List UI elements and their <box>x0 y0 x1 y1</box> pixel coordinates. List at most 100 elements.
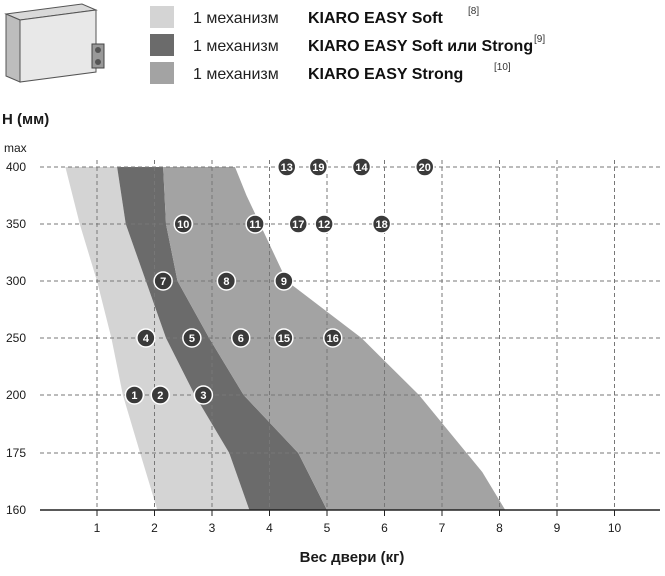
marker-circle <box>245 214 265 234</box>
marker-label: 4 <box>143 333 150 345</box>
area-region <box>65 167 250 510</box>
marker-20: 20 <box>415 157 435 177</box>
x-axis-title: Вес двери (кг) <box>300 549 405 566</box>
marker-circle <box>231 328 251 348</box>
x-tick-label: 1 <box>94 521 101 535</box>
marker-12: 12 <box>314 214 334 234</box>
marker-label: 6 <box>238 333 244 345</box>
marker-circle <box>124 385 145 405</box>
marker-label: 14 <box>355 162 368 174</box>
marker-19: 19 <box>308 157 329 177</box>
x-tick-label: 7 <box>439 521 446 535</box>
marker-10: 10 <box>173 214 193 234</box>
legend-brand: KIARO EASY Soft или Strong <box>308 38 533 55</box>
marker-11: 11 <box>245 214 265 234</box>
y-tick-labels: 160 175 200 250 300 350 400 <box>6 160 26 517</box>
y-tick-label: 300 <box>6 274 26 288</box>
marker-label: 15 <box>278 333 290 345</box>
y-axis-title: H (мм) <box>2 111 49 128</box>
legend-ref: [10] <box>494 62 511 73</box>
legend-brand: KIARO EASY Strong <box>308 66 463 83</box>
marker-18: 18 <box>371 214 392 234</box>
marker-label: 19 <box>312 162 324 174</box>
marker-6: 6 <box>231 328 251 348</box>
y-tick-label: 250 <box>6 331 26 345</box>
marker-3: 3 <box>193 385 214 405</box>
x-tick-label: 10 <box>608 521 622 535</box>
marker-9: 9 <box>274 271 294 291</box>
marker-label: 13 <box>281 162 293 174</box>
marker-label: 18 <box>376 219 388 231</box>
legend-swatch <box>150 34 174 56</box>
marker-17: 17 <box>288 214 308 234</box>
y-tick-label: 175 <box>6 446 26 460</box>
marker-label: 2 <box>157 390 163 402</box>
marker-13: 13 <box>277 157 297 177</box>
y-tick-label: 350 <box>6 217 26 231</box>
marker-4: 4 <box>136 328 156 348</box>
marker-circle <box>153 271 173 291</box>
marker-circle <box>274 271 294 291</box>
marker-label: 10 <box>177 219 189 231</box>
marker-label: 5 <box>189 333 195 345</box>
marker-16: 16 <box>323 328 343 348</box>
marker-label: 9 <box>281 276 287 288</box>
x-tick-label: 4 <box>266 521 273 535</box>
marker-circle <box>216 271 237 291</box>
area-region <box>117 167 327 510</box>
marker-circle <box>274 328 294 348</box>
x-tick-label: 8 <box>496 521 503 535</box>
legend-swatch <box>150 6 174 28</box>
y-max-label: max <box>4 141 27 155</box>
marker-circle <box>182 328 202 348</box>
marker-5: 5 <box>182 328 202 348</box>
marker-circle <box>288 214 308 234</box>
marker-label: 16 <box>327 333 339 345</box>
marker-label: 17 <box>292 219 304 231</box>
legend-label: 1 механизм <box>193 66 279 83</box>
marker-circle <box>314 214 334 234</box>
marker-circle <box>193 385 214 405</box>
marker-label: 20 <box>419 162 431 174</box>
marker-label: 7 <box>160 276 166 288</box>
legend-label: 1 механизм <box>193 38 279 55</box>
y-tick-label: 400 <box>6 160 26 174</box>
legend-swatch <box>150 62 174 84</box>
marker-label: 1 <box>131 390 137 402</box>
marker-circle <box>150 385 170 405</box>
marker-15: 15 <box>274 328 294 348</box>
y-tick-label: 160 <box>6 503 26 517</box>
marker-1: 1 <box>124 385 145 405</box>
marker-circle <box>308 157 329 177</box>
marker-8: 8 <box>216 271 237 291</box>
legend-ref: [9] <box>534 34 545 45</box>
marker-label: 3 <box>200 390 206 402</box>
legend-ref: [8] <box>468 6 479 17</box>
legend-brand: KIARO EASY Soft <box>308 10 444 27</box>
legend: 1 механизм KIARO EASY Soft [8] 1 механизм KI… <box>150 6 545 84</box>
marker-circle <box>351 157 372 177</box>
marker-label: 12 <box>318 219 330 231</box>
legend-label: 1 механизм <box>193 10 279 27</box>
marker-14: 14 <box>351 157 372 177</box>
x-tick-label: 3 <box>209 521 216 535</box>
x-tick-label: 2 <box>151 521 158 535</box>
marker-circle <box>415 157 435 177</box>
marker-circle <box>371 214 392 234</box>
marker-circle <box>277 157 297 177</box>
x-tick-label: 5 <box>324 521 331 535</box>
x-tick-label: 9 <box>554 521 561 535</box>
marker-label: 11 <box>249 219 261 231</box>
marker-2: 2 <box>150 385 170 405</box>
marker-circle <box>323 328 343 348</box>
marker-circle <box>136 328 156 348</box>
cabinet-illustration <box>4 3 105 83</box>
y-tick-label: 200 <box>6 388 26 402</box>
marker-circle <box>173 214 193 234</box>
marker-7: 7 <box>153 271 173 291</box>
marker-label: 8 <box>223 276 229 288</box>
x-tick-label: 6 <box>381 521 388 535</box>
